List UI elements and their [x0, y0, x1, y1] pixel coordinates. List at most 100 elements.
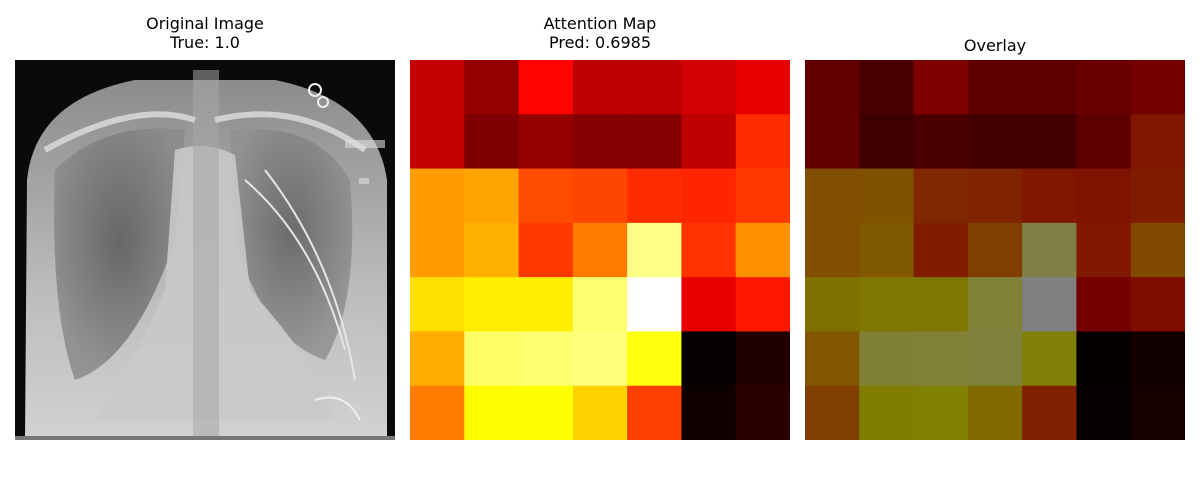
attention-map-cell-r3-c3	[572, 222, 628, 278]
overlay-cell-r5-c3	[967, 331, 1023, 387]
attention-map-cell-r0-c3	[572, 60, 628, 115]
attention-map-cell-r5-c6	[735, 331, 790, 387]
overlay-cell-r0-c5	[1076, 60, 1132, 115]
overlay-cell-r4-c6	[1130, 277, 1185, 332]
overlay-cell-r4-c2	[913, 277, 969, 332]
overlay-title-line1: Overlay	[963, 36, 1027, 55]
overlay-cell-r6-c3	[967, 385, 1023, 440]
overlay-cell-r4-c5	[1076, 277, 1132, 332]
attention-map-panel: Attention Map Pred: 0.6985	[410, 0, 790, 440]
attention-map-cell-r2-c2	[518, 168, 574, 224]
overlay-cell-r2-c0	[805, 168, 860, 224]
overlay-cell-r1-c1	[859, 114, 915, 170]
overlay-cell-r3-c2	[913, 222, 969, 278]
overlay-cell-r2-c3	[967, 168, 1023, 224]
overlay-cell-r6-c6	[1130, 385, 1185, 440]
attention-map-cell-r0-c1	[464, 60, 520, 115]
attention-map-cell-r0-c6	[735, 60, 790, 115]
overlay-cell-r6-c1	[859, 385, 915, 440]
attention-map-cell-r2-c0	[410, 168, 465, 224]
attention-map-cell-r6-c3	[572, 385, 628, 440]
attention-map-cell-r0-c2	[518, 60, 574, 115]
attention-map-cell-r4-c0	[410, 277, 465, 332]
attention-map-cell-r1-c4	[627, 114, 682, 170]
attention-map-cell-r3-c0	[410, 222, 465, 278]
overlay-cell-r0-c4	[1022, 60, 1077, 115]
attention-map-cell-r4-c3	[572, 277, 628, 332]
attention-map-cell-r2-c5	[681, 168, 737, 224]
overlay-cell-r0-c2	[913, 60, 969, 115]
overlay-cell-r3-c0	[805, 222, 860, 278]
attention-map-cell-r4-c5	[681, 277, 737, 332]
attention-map-cell-r3-c6	[735, 222, 790, 278]
original-image-title-line1: Original Image	[146, 14, 264, 33]
overlay-cell-r0-c0	[805, 60, 860, 115]
attention-map-cell-r6-c0	[410, 385, 465, 440]
attention-map-cell-r3-c5	[681, 222, 737, 278]
overlay-cell-r0-c3	[967, 60, 1023, 115]
overlay-cell-r1-c4	[1022, 114, 1077, 170]
attention-map-cell-r4-c1	[464, 277, 520, 332]
attention-map-cell-r3-c4	[627, 222, 682, 278]
attention-map-cell-r1-c0	[410, 114, 465, 170]
attention-map-cell-r5-c2	[518, 331, 574, 387]
overlay-cell-r6-c5	[1076, 385, 1132, 440]
overlay-cell-r2-c4	[1022, 168, 1077, 224]
attention-map-cell-r0-c5	[681, 60, 737, 115]
overlay-cell-r3-c4	[1022, 222, 1077, 278]
overlay-cell-r2-c1	[859, 168, 915, 224]
overlay-cell-r3-c3	[967, 222, 1023, 278]
overlay-cell-r5-c6	[1130, 331, 1185, 387]
overlay-cell-r1-c6	[1130, 114, 1185, 170]
attention-map-cell-r2-c6	[735, 168, 790, 224]
attention-map-cell-r4-c4	[627, 277, 682, 332]
attention-map-cell-r5-c1	[464, 331, 520, 387]
overlay-cell-r0-c6	[1130, 60, 1185, 115]
overlay-cell-r4-c4	[1022, 277, 1077, 332]
attention-map-cell-r5-c3	[572, 331, 628, 387]
attention-map-cell-r1-c3	[572, 114, 628, 170]
original-image-title-line2: True: 1.0	[170, 33, 240, 52]
overlay-cell-r5-c2	[913, 331, 969, 387]
attention-map-cell-r0-c0	[410, 60, 465, 115]
attention-map-cell-r2-c4	[627, 168, 682, 224]
overlay-cell-r2-c2	[913, 168, 969, 224]
attention-map-cell-r4-c6	[735, 277, 790, 332]
attention-map-cell-r0-c4	[627, 60, 682, 115]
overlay-title: Overlay	[805, 36, 1185, 55]
overlay-cell-r1-c2	[913, 114, 969, 170]
overlay-heatmap	[805, 60, 1185, 440]
overlay-panel: Overlay	[805, 0, 1185, 440]
attention-map-cell-r3-c2	[518, 222, 574, 278]
attention-map-cell-r2-c3	[572, 168, 628, 224]
original-image-panel: Original Image True: 1.0	[15, 0, 395, 440]
attention-map-title-line2: Pred: 0.6985	[548, 33, 652, 52]
overlay-cell-r2-c5	[1076, 168, 1132, 224]
attention-map-cell-r6-c1	[464, 385, 520, 440]
overlay-cell-r0-c1	[859, 60, 915, 115]
overlay-cell-r2-c6	[1130, 168, 1185, 224]
overlay-cell-r3-c1	[859, 222, 915, 278]
attention-map-cell-r5-c5	[681, 331, 737, 387]
attention-map-cell-r6-c2	[518, 385, 574, 440]
overlay-cell-r5-c4	[1022, 331, 1077, 387]
overlay-cell-r3-c6	[1130, 222, 1185, 278]
attention-map-cell-r1-c6	[735, 114, 790, 170]
attention-map-cell-r5-c0	[410, 331, 465, 387]
attention-map-cell-r5-c4	[627, 331, 682, 387]
original-image-title: Original Image True: 1.0	[15, 14, 395, 52]
overlay-cell-r4-c3	[967, 277, 1023, 332]
overlay-cell-r1-c0	[805, 114, 860, 170]
attention-map-cell-r6-c5	[681, 385, 737, 440]
overlay-cell-r4-c0	[805, 277, 860, 332]
overlay-cell-r3-c5	[1076, 222, 1132, 278]
overlay-cell-r5-c1	[859, 331, 915, 387]
attention-map-cell-r6-c4	[627, 385, 682, 440]
overlay-cell-r6-c2	[913, 385, 969, 440]
attention-map-cell-r3-c1	[464, 222, 520, 278]
overlay-cell-r4-c1	[859, 277, 915, 332]
attention-map-cell-r2-c1	[464, 168, 520, 224]
overlay-cell-r6-c4	[1022, 385, 1077, 440]
attention-map-cell-r1-c2	[518, 114, 574, 170]
attention-map-cell-r1-c1	[464, 114, 520, 170]
